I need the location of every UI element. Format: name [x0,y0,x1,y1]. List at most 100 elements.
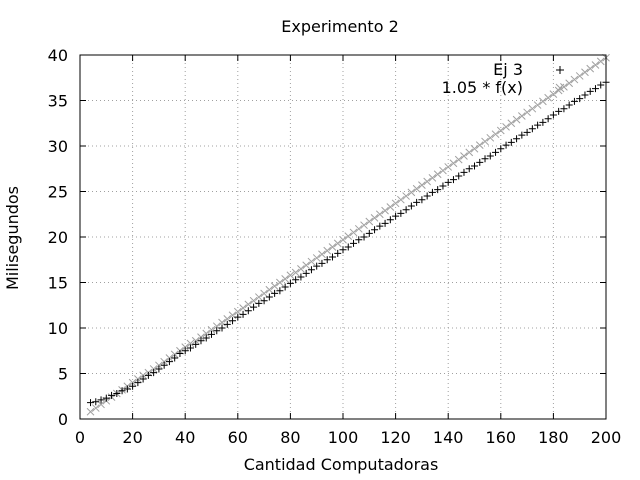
data-point [149,365,158,373]
data-point [370,214,379,222]
data-point [534,121,542,129]
data-point [134,379,142,387]
data-point [181,343,190,351]
data-point [192,340,200,348]
data-point [239,310,247,318]
data-point [328,243,337,251]
x-tick-label: 40 [175,428,195,447]
y-tick-label: 40 [48,46,68,65]
data-point [397,195,405,204]
chart-title: Experimento 2 [281,17,399,36]
data-point [165,354,174,362]
data-point [186,339,195,348]
data-point [318,250,326,259]
legend-label: Ej 3 [493,60,523,79]
data-point [344,232,353,240]
data-point [191,336,200,345]
data-point [449,176,457,184]
data-point [444,163,453,171]
data-point [354,224,363,233]
data-point [318,259,326,267]
data-point [475,141,484,149]
data-point [533,101,542,109]
data-point [471,162,478,170]
data-point [507,119,516,128]
data-point [234,313,242,321]
data-point [565,101,573,109]
data-point [197,337,205,345]
data-point [439,166,447,175]
data-point [513,135,521,143]
x-tick-label: 0 [75,428,85,447]
data-point [407,202,415,210]
data-point [302,269,310,277]
data-point [434,186,442,194]
y-tick-label: 35 [48,92,68,111]
data-point [213,327,221,335]
data-point [170,350,179,359]
data-point [218,324,226,332]
y-axis-label: Milisegundos [3,186,22,290]
data-point [334,249,342,257]
legend-marker [555,83,565,93]
data-point [171,354,179,362]
data-point [144,371,152,379]
data-point [186,344,194,352]
data-point [339,246,347,254]
plot-frame [79,54,607,420]
data-point [528,104,537,113]
data-point [502,123,510,131]
data-point [339,235,347,244]
data-point [428,173,437,182]
y-tick-label: 30 [48,137,68,156]
data-point [371,226,379,234]
data-point [507,138,515,146]
data-point [496,126,505,135]
data-point [218,318,226,327]
data-point [302,261,311,270]
data-point [160,361,168,369]
legend: Ej 31.05 * f(x) [442,60,565,97]
data-point [323,246,332,255]
data-point [423,177,432,186]
data-point [591,61,600,69]
data-point [91,404,100,412]
data-point [413,198,421,206]
data-point [423,192,431,200]
data-point [418,181,426,189]
data-point [586,87,594,95]
data-point [544,93,552,102]
data-point [355,236,363,244]
data-point [560,105,568,113]
x-tick-label: 60 [228,428,248,447]
data-point [292,276,300,284]
data-point [307,266,315,274]
data-point [565,79,574,88]
data-point [444,178,452,186]
data-point [297,264,305,273]
data-point [102,394,110,402]
data-point [92,398,100,406]
x-tick-label: 100 [328,428,359,447]
data-point [229,317,237,325]
data-point [481,137,489,146]
data-point [517,112,526,120]
data-point [276,278,284,287]
data-point [460,152,468,160]
data-point [439,182,447,190]
data-point [113,390,121,398]
data-point [486,133,495,142]
data-point [575,72,584,80]
data-point [381,219,389,227]
data-point [549,111,557,119]
data-point [492,148,500,156]
y-tick-label: 15 [48,274,68,293]
data-point [402,192,410,200]
data-point [281,275,289,283]
data-point [554,86,563,95]
data-point [375,210,384,219]
data-point [255,299,263,307]
data-point [549,90,558,98]
x-tick-label: 160 [486,428,517,447]
data-point [402,206,410,214]
